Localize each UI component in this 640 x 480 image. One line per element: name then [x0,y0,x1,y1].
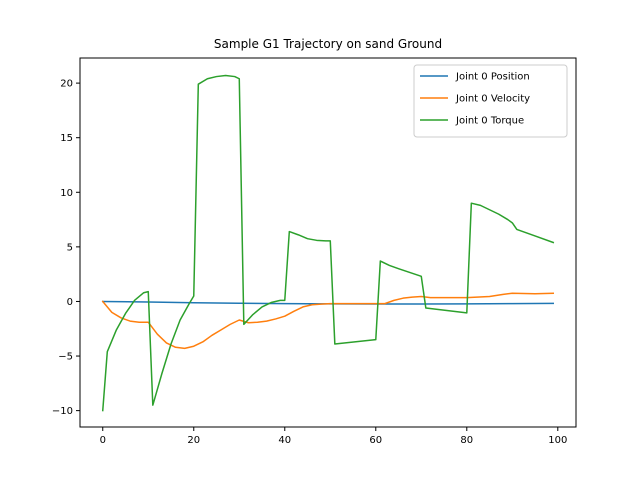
y-tick-label: −10 [52,406,73,417]
y-tick-label: 20 [60,79,73,90]
series-layer [101,74,555,412]
x-tick-label: 0 [100,435,106,446]
x-tick-label: 40 [278,435,291,446]
series-line-3 [101,74,555,412]
plot-frame [79,57,577,428]
y-tick-label: 5 [67,242,73,253]
legend-label: Joint 0 Velocity [455,94,530,105]
legend-label: Joint 0 Position [455,72,530,83]
y-tick-label: 10 [60,188,73,199]
x-tick-label: 20 [187,435,200,446]
x-tick-label: 100 [548,435,567,446]
series-line-2 [101,292,555,350]
x-tick-label: 80 [460,435,473,446]
y-tick-label: −5 [58,352,73,363]
legend-label: Joint 0 Torque [455,116,524,127]
x-axis: 0 20 40 60 80 100 [100,427,567,446]
legend-box [413,64,568,138]
legend: Joint 0 Position Joint 0 Velocity Joint 0 … [413,64,568,138]
y-tick-label: 15 [60,133,73,144]
chart-title: Sample G1 Trajectory on sand Ground [214,37,442,51]
y-tick-label: 0 [67,297,73,308]
x-tick-label: 60 [369,435,382,446]
y-axis: −10 −5 0 5 10 15 20 [52,79,80,417]
